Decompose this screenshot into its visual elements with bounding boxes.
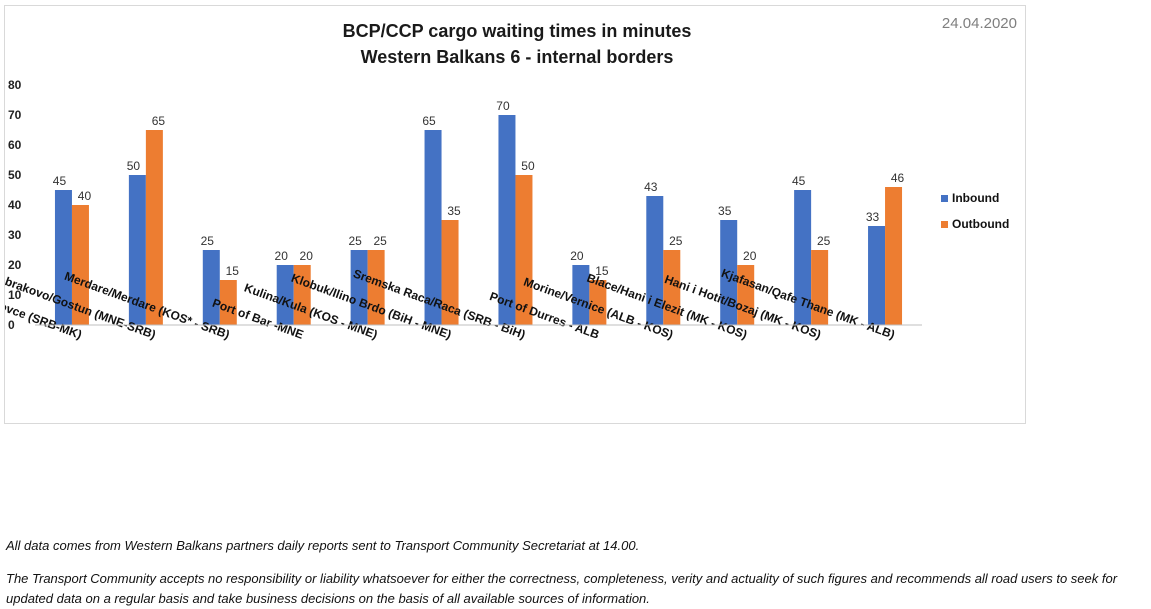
bar-inbound	[646, 196, 664, 325]
bar-inbound	[54, 190, 72, 325]
bar-inbound	[720, 220, 738, 325]
bar-outbound	[71, 205, 89, 325]
data-label-outbound: 65	[152, 114, 166, 128]
report-date: 24.04.2020	[942, 15, 1017, 32]
data-label-outbound: 15	[226, 264, 240, 278]
source-note: All data comes from Western Balkans part…	[6, 538, 640, 553]
y-tick-label: 10	[8, 288, 22, 302]
data-label-outbound: 25	[817, 234, 831, 248]
bar-outbound	[737, 265, 755, 325]
data-label-inbound: 45	[792, 174, 806, 188]
data-labels: 45 40 50 65 25 15 20 20 25 25 65 35 70 50 20 15 43 25 35 20…	[53, 99, 905, 278]
data-label-inbound: 25	[201, 234, 215, 248]
data-label-inbound: 33	[866, 210, 880, 224]
data-label-inbound: 45	[53, 174, 67, 188]
bar-series	[54, 115, 903, 325]
data-label-outbound: 46	[891, 171, 905, 185]
bar-outbound	[145, 130, 163, 325]
y-axis: 0 10 20 30 40 50 60 70 80	[8, 78, 22, 332]
disclaimer-note: The Transport Community accepts no respo…	[6, 571, 1118, 606]
legend: Inbound Outbound	[941, 191, 1009, 231]
bar-inbound	[350, 250, 368, 325]
chart-area: BCP/CCP cargo waiting times in minutes W…	[4, 5, 1026, 424]
data-label-outbound: 40	[78, 189, 92, 203]
bar-inbound	[128, 175, 146, 325]
bar-outbound	[515, 175, 533, 325]
bar-outbound	[367, 250, 385, 325]
y-tick-label: 40	[8, 198, 22, 212]
y-tick-label: 30	[8, 228, 22, 242]
legend-swatch-inbound	[941, 195, 948, 202]
y-tick-label: 0	[8, 318, 15, 332]
data-label-inbound: 43	[644, 180, 658, 194]
bar-inbound	[572, 265, 590, 325]
legend-label-outbound: Outbound	[952, 217, 1009, 231]
y-tick-label: 20	[8, 258, 22, 272]
bar-inbound	[498, 115, 516, 325]
data-label-outbound: 20	[300, 249, 314, 263]
data-label-outbound: 25	[373, 234, 387, 248]
data-label-outbound: 15	[595, 264, 609, 278]
y-tick-label: 70	[8, 108, 22, 122]
data-label-inbound: 20	[275, 249, 289, 263]
data-label-inbound: 35	[718, 204, 732, 218]
bar-outbound	[663, 250, 681, 325]
bar-inbound	[202, 250, 220, 325]
data-label-outbound: 35	[447, 204, 461, 218]
data-label-inbound: 25	[348, 234, 362, 248]
legend-label-inbound: Inbound	[952, 191, 999, 205]
legend-swatch-outbound	[941, 221, 948, 228]
data-label-inbound: 50	[127, 159, 141, 173]
bar-outbound	[219, 280, 237, 325]
data-label-outbound: 50	[521, 159, 535, 173]
data-label-outbound: 20	[743, 249, 757, 263]
data-label-outbound: 25	[669, 234, 683, 248]
y-tick-label: 60	[8, 138, 22, 152]
data-label-inbound: 65	[422, 114, 436, 128]
y-tick-label: 50	[8, 168, 22, 182]
bar-chart: BCP/CCP cargo waiting times in minutes W…	[5, 15, 1017, 342]
bar-inbound	[868, 226, 886, 325]
chart-title-line-2: Western Balkans 6 - internal borders	[361, 47, 674, 67]
bar-inbound	[424, 130, 442, 325]
bar-inbound	[276, 265, 294, 325]
data-label-inbound: 70	[496, 99, 510, 113]
bar-inbound	[794, 190, 812, 325]
y-tick-label: 80	[8, 78, 22, 92]
bar-outbound	[811, 250, 829, 325]
bar-outbound	[589, 280, 607, 325]
bar-outbound	[441, 220, 459, 325]
chart-title-line-1: BCP/CCP cargo waiting times in minutes	[343, 21, 692, 41]
bar-outbound	[885, 187, 903, 325]
bar-outbound	[293, 265, 311, 325]
data-label-inbound: 20	[570, 249, 584, 263]
